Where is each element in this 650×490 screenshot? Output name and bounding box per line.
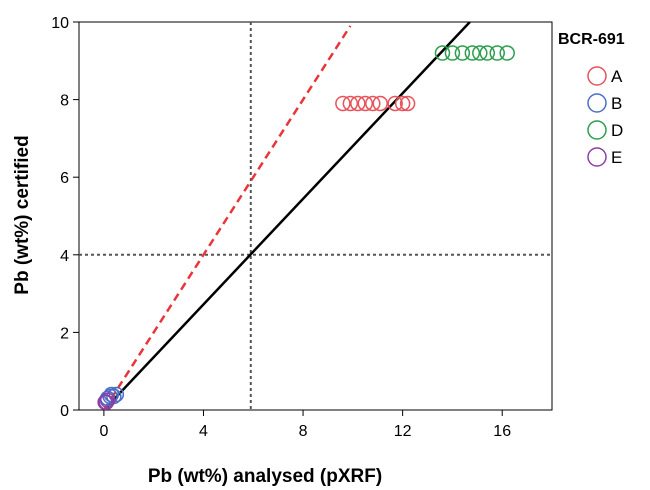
y-tick-label: 8 <box>60 93 69 110</box>
data-point-e <box>98 394 115 410</box>
x-tick-label: 4 <box>199 423 208 440</box>
y-tick-label: 0 <box>60 403 69 420</box>
y-axis-title: Pb (wt%) certified <box>12 135 33 294</box>
legend-marker-b <box>587 93 607 113</box>
legend-label-a: A <box>611 67 623 86</box>
data-point-d <box>434 45 451 61</box>
one-to-one-line <box>102 25 352 410</box>
data-point-d <box>489 45 505 61</box>
data-point-a <box>387 95 403 112</box>
y-tick-label: 2 <box>60 325 69 342</box>
data-point-d <box>479 45 496 61</box>
legend-label-d: D <box>611 121 623 140</box>
x-tick-label: 8 <box>299 423 308 440</box>
legend-label-b: B <box>611 94 622 113</box>
data-point-d <box>444 45 461 61</box>
y-tick-label: 6 <box>60 170 69 187</box>
x-axis-title: Pb (wt%) analysed (pXRF) <box>148 466 382 487</box>
data-point-d <box>454 45 471 61</box>
data-point-d <box>472 45 488 61</box>
data-point-a <box>394 95 411 112</box>
legend-label-e: E <box>611 148 622 167</box>
data-point-a <box>342 95 359 112</box>
x-tick-label: 0 <box>99 423 108 440</box>
plot-frame <box>78 21 553 411</box>
data-point-d <box>499 45 515 61</box>
fit-line <box>102 22 471 410</box>
y-tick-label: 4 <box>60 248 69 265</box>
x-tick-label: 12 <box>394 423 412 440</box>
data-point-a <box>335 95 351 112</box>
legend-marker-a <box>587 66 607 86</box>
legend-title: BCR-691 <box>558 31 625 48</box>
data-point-a <box>372 95 388 112</box>
legend-marker-d <box>587 120 607 140</box>
data-point-d <box>464 45 481 61</box>
y-tick-label: 10 <box>51 15 69 32</box>
data-point-e <box>99 392 116 409</box>
x-tick-label: 16 <box>493 423 511 440</box>
data-point-a <box>399 95 416 112</box>
data-point-a <box>365 95 381 112</box>
data-point-a <box>350 95 366 112</box>
legend-marker-e <box>587 147 607 167</box>
data-point-a <box>357 95 374 112</box>
plot-area <box>79 22 552 410</box>
data-point-b <box>108 386 125 403</box>
